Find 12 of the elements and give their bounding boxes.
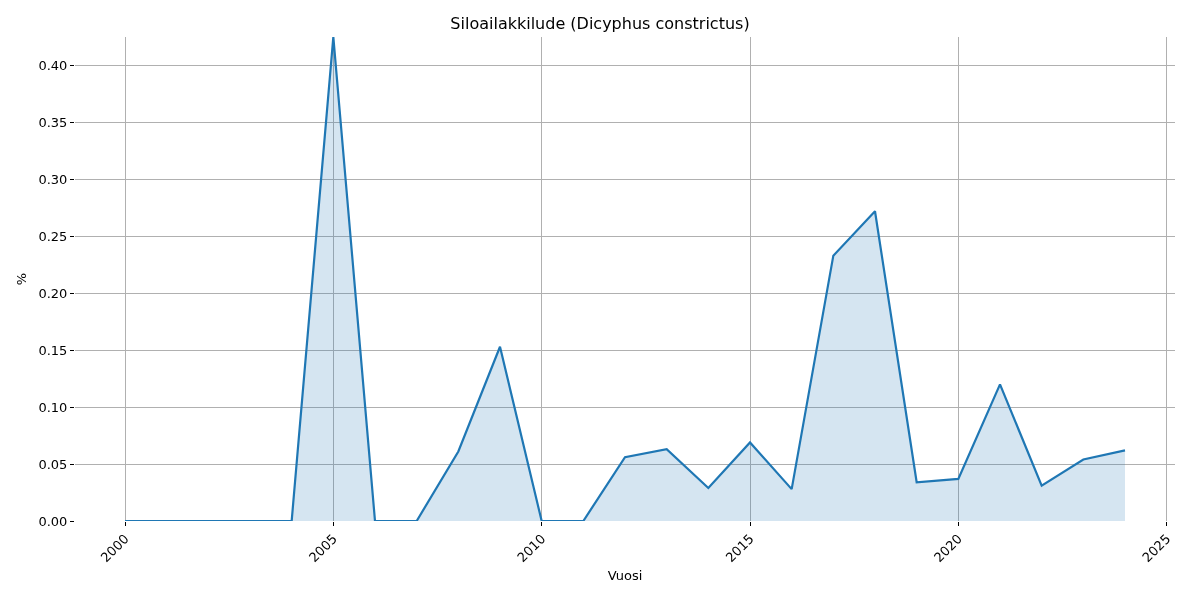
- y-tick-label: 0.00: [38, 513, 68, 529]
- y-tick-label: 0.05: [38, 456, 68, 472]
- y-tick-label: 0.15: [38, 342, 68, 358]
- y-tick-label: 0.10: [38, 399, 68, 415]
- y-tick-label: 0.25: [38, 228, 68, 244]
- x-axis-title: Vuosi: [607, 567, 643, 583]
- chart-title: Siloailakkilude (Dicyphus constrictus): [450, 13, 750, 33]
- y-tick-label: 0.35: [38, 114, 68, 130]
- y-tick-label: 0.30: [38, 171, 68, 187]
- y-tick-label: 0.20: [38, 285, 68, 301]
- y-axis-title: %: [14, 272, 30, 286]
- y-tick-label: 0.40: [38, 58, 68, 74]
